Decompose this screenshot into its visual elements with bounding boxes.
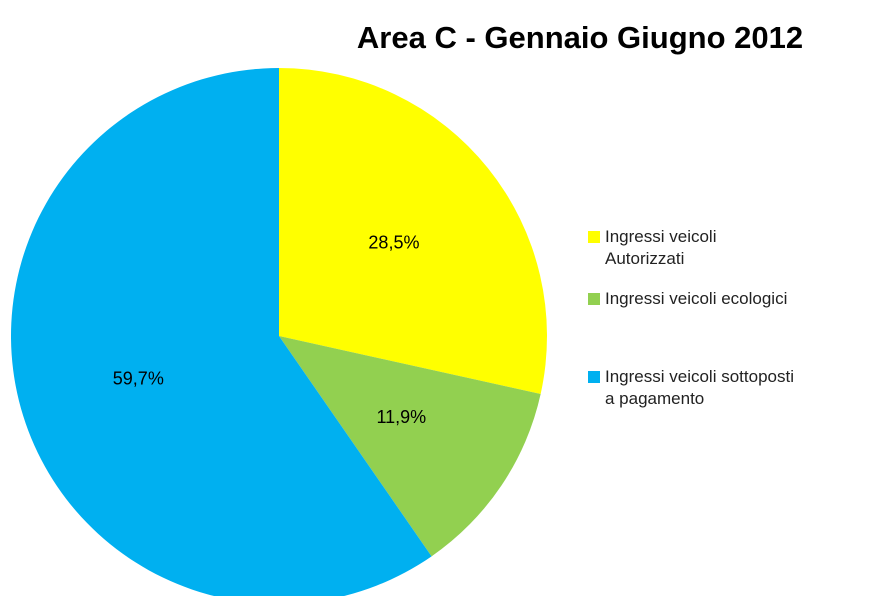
- pie-slice: [10, 68, 432, 596]
- legend-label: Ingressi veicoli ecologici: [605, 289, 788, 308]
- value-label: 11,9%: [376, 407, 426, 427]
- legend-item: Ingressi veicoli Autorizzati: [588, 226, 765, 288]
- legend-label: Ingressi veicoli sottoposti a pagamento: [605, 367, 794, 408]
- legend-swatch: [588, 293, 600, 305]
- value-label: 28,5%: [368, 232, 419, 252]
- legend-swatch: [588, 231, 600, 243]
- legend-label: Ingressi veicoli Autorizzati: [605, 227, 717, 268]
- legend-swatch: [588, 371, 600, 383]
- value-label: 59,7%: [113, 369, 164, 389]
- legend: Ingressi veicoli Autorizzati Ingressi vei…: [588, 226, 805, 410]
- pie-slice: [279, 68, 547, 394]
- pie-slice: [279, 336, 541, 557]
- legend-item: Ingressi veicoli sottoposti a pagamento: [588, 366, 805, 410]
- chart-title: Area C - Gennaio Giugno 2012: [357, 20, 803, 55]
- legend-item: Ingressi veicoli ecologici: [588, 288, 805, 366]
- pie: 28,5% 11,9% 59,7%: [10, 68, 547, 596]
